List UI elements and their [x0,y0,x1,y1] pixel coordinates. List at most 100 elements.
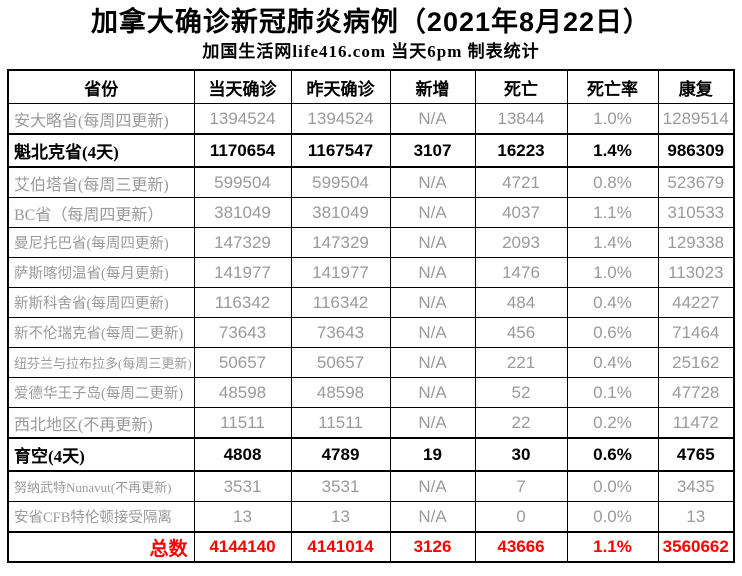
cell-province: 新不伦瑞克省(每周二更新) [7,317,195,348]
cell-today: 3531 [193,470,292,502]
cell-recovered: 523679 [657,166,735,198]
cell-death-rate: 0.8% [566,166,659,198]
cell-today: 11511 [193,407,292,439]
cell-yesterday: 147329 [290,227,391,258]
table-row: 新斯科舍省(每周四更新) 116342 116342 N/A 484 0.4% 44227 [7,287,735,318]
cell-new-cases: N/A [389,166,476,198]
cell-new-cases: N/A [389,287,476,318]
cell-deaths: 221 [474,347,568,378]
table-row: BC省（每周四更新） 381049 381049 N/A 4037 1.1% 310533 [7,197,735,228]
cell-new-cases: N/A [389,103,476,135]
total-new-cases: 3126 [389,531,476,563]
table-row: 新不伦瑞克省(每周二更新) 73643 73643 N/A 456 0.6% 71464 [7,317,735,348]
cell-province: 爱德华王子岛(每周二更新) [7,377,195,408]
table-row: 纽芬兰与拉布拉多(每周三更新) 50657 50657 N/A 221 0.4% 25162 [7,347,735,378]
cell-recovered: 13 [657,501,735,533]
cell-death-rate: 0.2% [566,407,659,439]
cell-new-cases: N/A [389,317,476,348]
total-label: 总数 [7,531,195,563]
cell-recovered: 71464 [657,317,735,348]
table-row: 努纳武特Nunavut(不再更新) 3531 3531 N/A 7 0.0% 3435 [7,470,735,502]
column-header-death-rate: 死亡率 [566,69,659,104]
cell-yesterday: 4789 [290,437,391,472]
cell-province: 安省CFB特伦顿接受隔离 [7,501,195,533]
column-header-recovered: 康复 [657,69,735,104]
cell-province: 新斯科舍省(每周四更新) [7,287,195,318]
table-row: 安大略省(每周四更新) 1394524 1394524 N/A 13844 1.0% 128… [7,103,735,135]
cell-recovered: 25162 [657,347,735,378]
cell-deaths: 52 [474,377,568,408]
cell-yesterday: 48598 [290,377,391,408]
cell-province: 曼尼托巴省(每周四更新) [7,227,195,258]
cell-deaths: 16223 [474,133,568,168]
cell-deaths: 22 [474,407,568,439]
cell-death-rate: 0.6% [566,317,659,348]
cell-province: 西北地区(不再更新) [7,407,195,439]
cell-today: 381049 [193,197,292,228]
total-today: 4144140 [193,531,292,563]
cell-new-cases: 3107 [389,133,476,168]
cell-province: 安大略省(每周四更新) [7,103,195,135]
page-title: 加拿大确诊新冠肺炎病例（2021年8月22日） [90,7,652,37]
column-header-province: 省份 [7,69,195,104]
cell-province: 魁北克省(4天) [7,133,195,168]
cell-today: 48598 [193,377,292,408]
total-yesterday: 4141014 [290,531,391,563]
column-header-new-cases: 新增 [389,69,476,104]
cell-new-cases: N/A [389,470,476,502]
cell-recovered: 113023 [657,257,735,288]
cell-new-cases: 19 [389,437,476,472]
cell-deaths: 2093 [474,227,568,258]
table-header-row: 省份 当天确诊 昨天确诊 新增 死亡 死亡率 康复 [7,69,735,104]
cell-yesterday: 381049 [290,197,391,228]
cell-province: BC省（每周四更新） [7,197,195,228]
cell-province: 纽芬兰与拉布拉多(每周三更新) [7,347,195,378]
cell-yesterday: 1394524 [290,103,391,135]
cell-today: 13 [193,501,292,533]
cell-province: 萨斯喀彻温省(每月更新) [7,257,195,288]
cell-yesterday: 1167547 [290,133,391,168]
cell-yesterday: 3531 [290,470,391,502]
cell-today: 73643 [193,317,292,348]
cell-new-cases: N/A [389,227,476,258]
cell-yesterday: 599504 [290,166,391,198]
table-row: 西北地区(不再更新) 11511 11511 N/A 22 0.2% 11472 [7,407,735,439]
cell-today: 4808 [193,437,292,472]
table-row: 艾伯塔省(每周三更新) 599504 599504 N/A 4721 0.8% 523679 [7,166,735,198]
cell-death-rate: 0.6% [566,437,659,472]
cell-recovered: 129338 [657,227,735,258]
cell-today: 1394524 [193,103,292,135]
cell-today: 50657 [193,347,292,378]
cell-death-rate: 1.0% [566,257,659,288]
cell-deaths: 1476 [474,257,568,288]
cell-today: 147329 [193,227,292,258]
cell-death-rate: 0.4% [566,287,659,318]
cell-deaths: 13844 [474,103,568,135]
covid-stats-table: 省份 当天确诊 昨天确诊 新增 死亡 死亡率 康复 安大略省(每周四更新) 1394524 13… [7,69,735,563]
cell-recovered: 4765 [657,437,735,472]
total-deaths: 43666 [474,531,568,563]
cell-new-cases: N/A [389,407,476,439]
cell-today: 141977 [193,257,292,288]
cell-recovered: 1289514 [657,103,735,135]
cell-yesterday: 50657 [290,347,391,378]
cell-deaths: 30 [474,437,568,472]
cell-deaths: 484 [474,287,568,318]
cell-today: 1170654 [193,133,292,168]
cell-deaths: 4721 [474,166,568,198]
cell-death-rate: 1.4% [566,227,659,258]
cell-recovered: 11472 [657,407,735,439]
cell-death-rate: 0.0% [566,501,659,533]
page-subtitle: 加国生活网life416.com 当天6pm 制表统计 [202,42,540,61]
table-row: 安省CFB特伦顿接受隔离 13 13 N/A 0 0.0% 13 [7,501,735,533]
cell-province: 艾伯塔省(每周三更新) [7,166,195,198]
cell-new-cases: N/A [389,377,476,408]
table-total-row: 总数 4144140 4141014 3126 43666 1.1% 3560662 [7,531,735,563]
cell-new-cases: N/A [389,197,476,228]
cell-deaths: 456 [474,317,568,348]
cell-death-rate: 0.1% [566,377,659,408]
column-header-yesterday: 昨天确诊 [290,69,391,104]
cell-death-rate: 1.0% [566,103,659,135]
cell-recovered: 47728 [657,377,735,408]
cell-death-rate: 0.4% [566,347,659,378]
